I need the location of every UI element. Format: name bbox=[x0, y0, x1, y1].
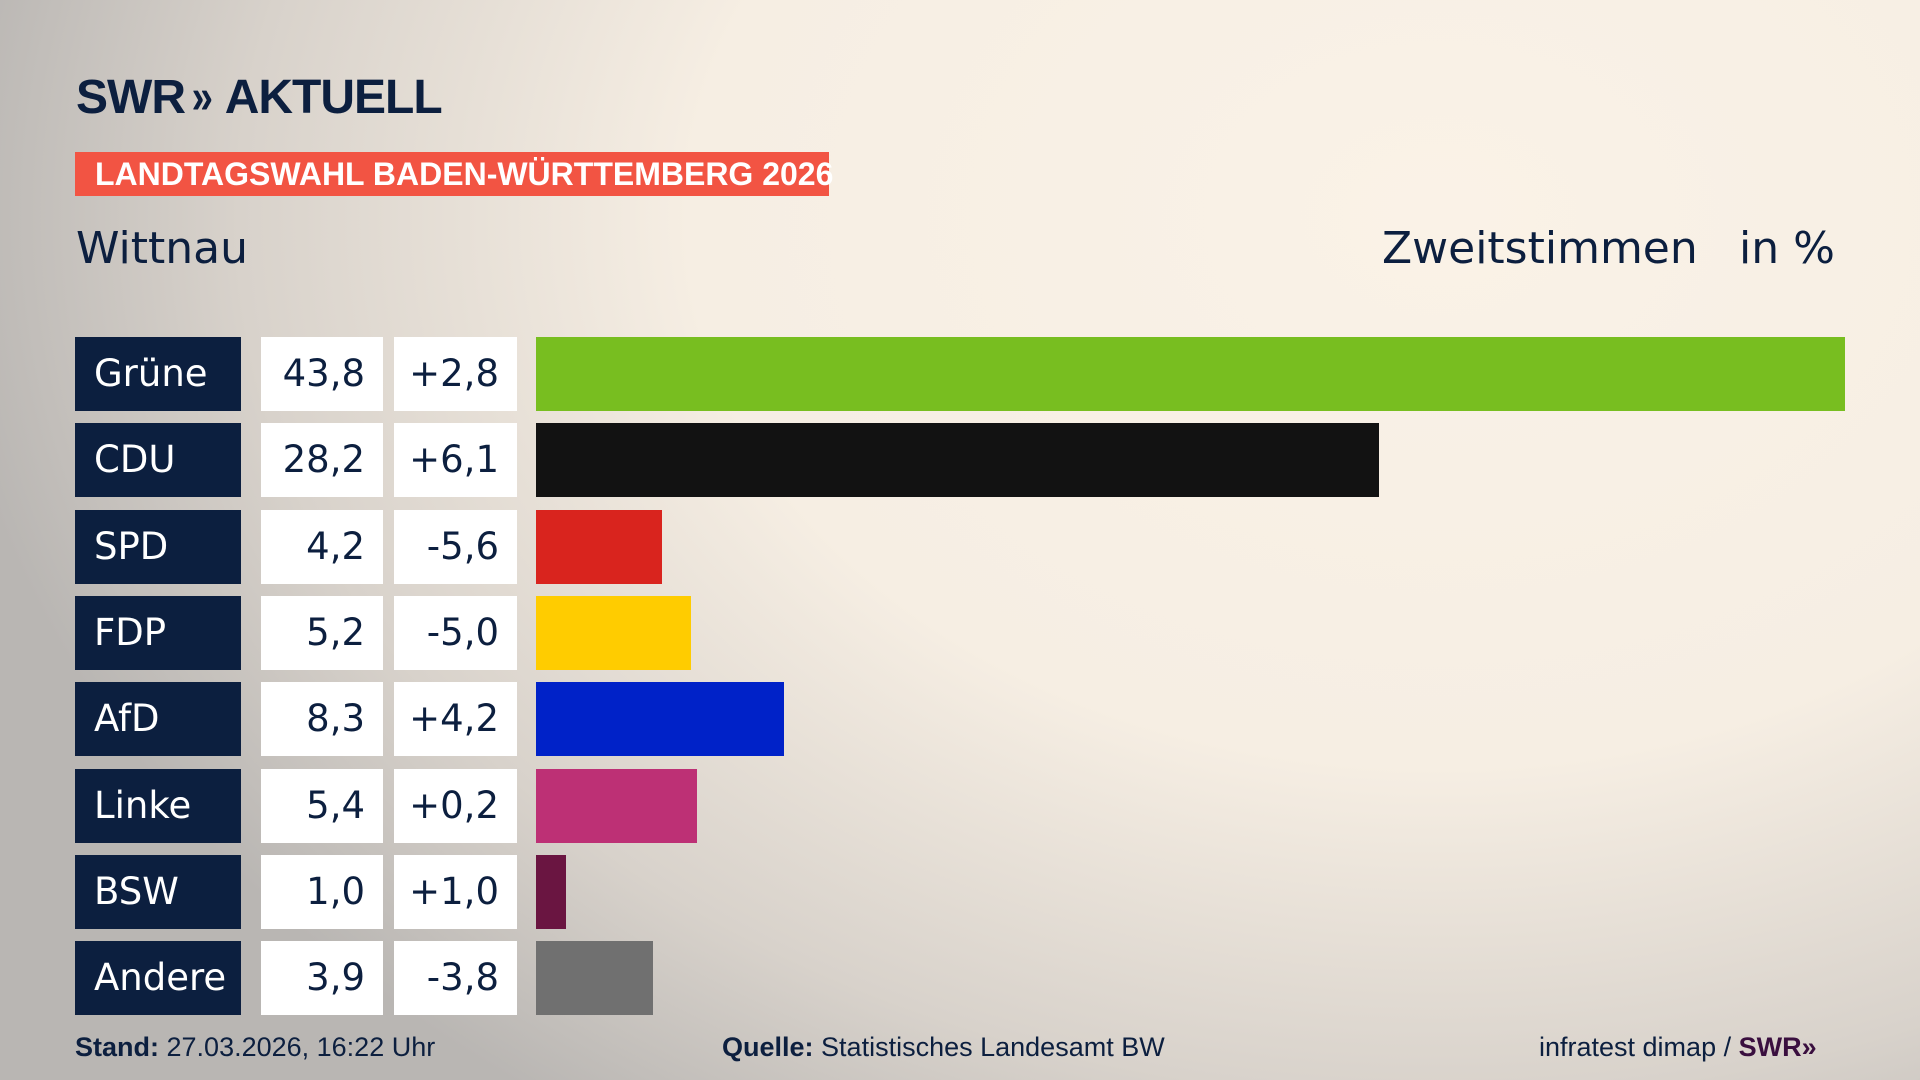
result-row: FDP 5,2 -5,0 bbox=[0, 595, 1920, 670]
election-banner: LANDTAGSWAHL BADEN-WÜRTTEMBERG 2026 bbox=[75, 152, 833, 196]
result-row: CDU 28,2 +6,1 bbox=[0, 423, 1920, 498]
value-label: 3,9 bbox=[261, 941, 383, 1016]
party-label: BSW bbox=[75, 854, 241, 929]
stand-value: 27.03.2026, 16:22 Uhr bbox=[166, 1032, 436, 1062]
unit-label: in % bbox=[1739, 223, 1835, 274]
result-row: BSW 1,0 +1,0 bbox=[0, 854, 1920, 929]
source-value: Statistisches Landesamt BW bbox=[821, 1032, 1165, 1062]
party-label: Grüne bbox=[75, 337, 241, 411]
party-label: Andere bbox=[75, 941, 241, 1016]
bar-andere bbox=[536, 941, 653, 1016]
value-label: 8,3 bbox=[261, 682, 383, 757]
bar-afd bbox=[536, 682, 785, 757]
party-label: Linke bbox=[75, 768, 241, 843]
value-label: 1,0 bbox=[261, 854, 383, 929]
change-label: +2,8 bbox=[394, 337, 517, 411]
source: Quelle: Statistisches Landesamt BW bbox=[722, 1030, 1165, 1064]
swr-logo-small: SWR» bbox=[1738, 1032, 1817, 1062]
bar-spd bbox=[536, 509, 662, 584]
change-label: -3,8 bbox=[394, 941, 517, 1016]
bar-cdu bbox=[536, 423, 1379, 498]
party-label: AfD bbox=[75, 682, 241, 757]
source-label: Quelle: bbox=[722, 1032, 814, 1062]
change-label: +0,2 bbox=[394, 768, 517, 843]
change-label: +4,2 bbox=[394, 682, 517, 757]
bar-bsw bbox=[536, 854, 566, 929]
result-row: Andere 3,9 -3,8 bbox=[0, 941, 1920, 1016]
timestamp: Stand: 27.03.2026, 16:22 Uhr bbox=[75, 1030, 435, 1064]
bar-fdp bbox=[536, 595, 692, 670]
value-label: 5,2 bbox=[261, 595, 383, 670]
credit: infratest dimap / SWR» bbox=[1539, 1030, 1817, 1064]
result-row: AfD 8,3 +4,2 bbox=[0, 682, 1920, 757]
party-label: FDP bbox=[75, 595, 241, 670]
bar-grüne bbox=[536, 337, 1845, 411]
logo-suffix: AKTUELL bbox=[224, 71, 443, 124]
change-label: +1,0 bbox=[394, 854, 517, 929]
bar-linke bbox=[536, 768, 698, 843]
region-title: Wittnau bbox=[76, 223, 249, 274]
chevron-icon: » bbox=[191, 71, 213, 124]
stand-label: Stand: bbox=[75, 1032, 159, 1062]
party-label: SPD bbox=[75, 509, 241, 584]
value-label: 4,2 bbox=[261, 509, 383, 584]
result-row: Linke 5,4 +0,2 bbox=[0, 768, 1920, 843]
logo-text: SWR bbox=[76, 71, 186, 124]
value-label: 43,8 bbox=[261, 337, 383, 411]
measure-label: Zweitstimmen bbox=[1382, 223, 1698, 274]
credit-text: infratest dimap / bbox=[1539, 1032, 1732, 1062]
value-label: 5,4 bbox=[261, 768, 383, 843]
swr-aktuell-logo: SWR» AKTUELL bbox=[76, 70, 443, 125]
change-label: +6,1 bbox=[394, 423, 517, 498]
value-label: 28,2 bbox=[261, 423, 383, 498]
change-label: -5,6 bbox=[394, 509, 517, 584]
result-row: Grüne 43,8 +2,8 bbox=[0, 337, 1920, 411]
party-label: CDU bbox=[75, 423, 241, 498]
change-label: -5,0 bbox=[394, 595, 517, 670]
result-row: SPD 4,2 -5,6 bbox=[0, 509, 1920, 584]
